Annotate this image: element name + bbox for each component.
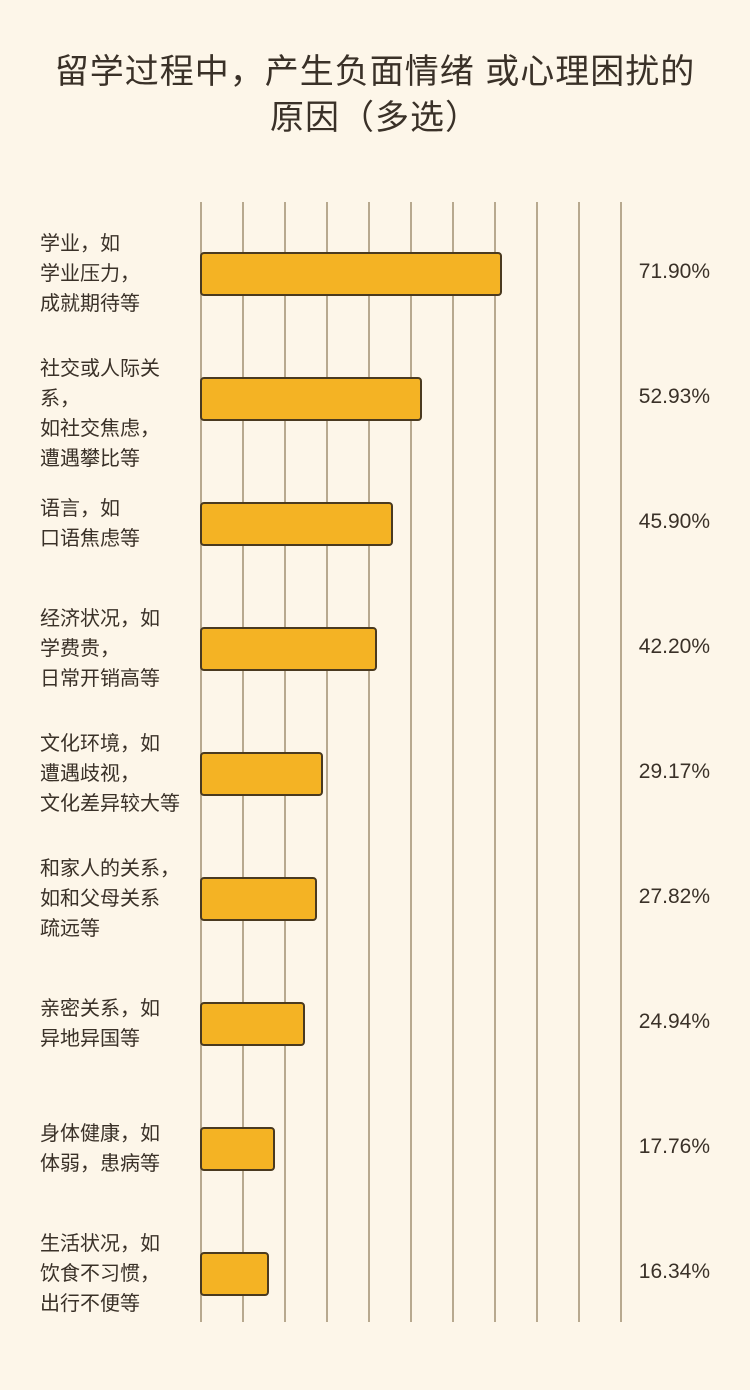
bar bbox=[200, 377, 422, 421]
chart-page: 留学过程中，产生负面情绪 或心理困扰的原因（多选） 学业，如 学业压力， 成就期… bbox=[0, 0, 750, 1390]
category-label: 语言，如 口语焦虑等 bbox=[40, 494, 195, 554]
value-label: 24.94% bbox=[639, 1010, 710, 1034]
bar bbox=[200, 1127, 275, 1171]
value-label: 27.82% bbox=[639, 885, 710, 909]
bar bbox=[200, 1002, 305, 1046]
value-label: 42.20% bbox=[639, 635, 710, 659]
chart-container: 学业，如 学业压力， 成就期待等社交或人际关系， 如社交焦虑， 遭遇攀比等语言，… bbox=[40, 202, 710, 1322]
category-label: 生活状况，如 饮食不习惯， 出行不便等 bbox=[40, 1229, 195, 1319]
value-label: 29.17% bbox=[639, 760, 710, 784]
gridline bbox=[578, 202, 580, 1322]
bar bbox=[200, 877, 317, 921]
category-label: 经济状况，如 学费贵， 日常开销高等 bbox=[40, 604, 195, 694]
category-label: 亲密关系，如 异地异国等 bbox=[40, 994, 195, 1054]
value-label: 71.90% bbox=[639, 260, 710, 284]
bar bbox=[200, 752, 323, 796]
value-label: 52.93% bbox=[639, 385, 710, 409]
gridline bbox=[494, 202, 496, 1322]
bar bbox=[200, 252, 502, 296]
bar bbox=[200, 502, 393, 546]
gridline bbox=[452, 202, 454, 1322]
gridline bbox=[536, 202, 538, 1322]
gridline bbox=[326, 202, 328, 1322]
category-label: 社交或人际关系， 如社交焦虑， 遭遇攀比等 bbox=[40, 354, 195, 474]
category-label: 身体健康，如 体弱，患病等 bbox=[40, 1119, 195, 1179]
value-label: 16.34% bbox=[639, 1260, 710, 1284]
chart-title: 留学过程中，产生负面情绪 或心理困扰的原因（多选） bbox=[40, 50, 710, 142]
category-label: 和家人的关系， 如和父母关系 疏远等 bbox=[40, 854, 195, 944]
category-labels-column: 学业，如 学业压力， 成就期待等社交或人际关系， 如社交焦虑， 遭遇攀比等语言，… bbox=[40, 202, 200, 1322]
gridline bbox=[368, 202, 370, 1322]
category-label: 文化环境，如 遭遇歧视， 文化差异较大等 bbox=[40, 729, 195, 819]
category-label: 学业，如 学业压力， 成就期待等 bbox=[40, 229, 195, 319]
value-label: 17.76% bbox=[639, 1135, 710, 1159]
bar bbox=[200, 627, 377, 671]
value-labels-column: 71.90% 52.93% 45.90% 42.20% 29.17% 27.82% 24.9… bbox=[620, 202, 710, 1322]
bar bbox=[200, 1252, 269, 1296]
gridline bbox=[410, 202, 412, 1322]
plot-area bbox=[200, 202, 620, 1322]
value-label: 45.90% bbox=[639, 510, 710, 534]
